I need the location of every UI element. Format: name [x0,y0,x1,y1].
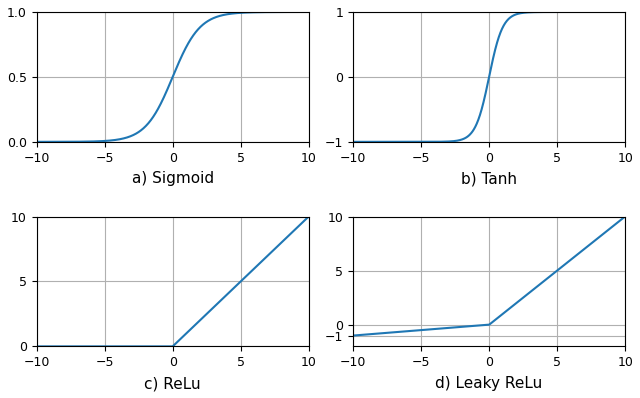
X-axis label: c) ReLu: c) ReLu [145,376,201,391]
X-axis label: d) Leaky ReLu: d) Leaky ReLu [435,376,543,391]
X-axis label: a) Sigmoid: a) Sigmoid [132,172,214,187]
X-axis label: b) Tanh: b) Tanh [461,172,517,187]
